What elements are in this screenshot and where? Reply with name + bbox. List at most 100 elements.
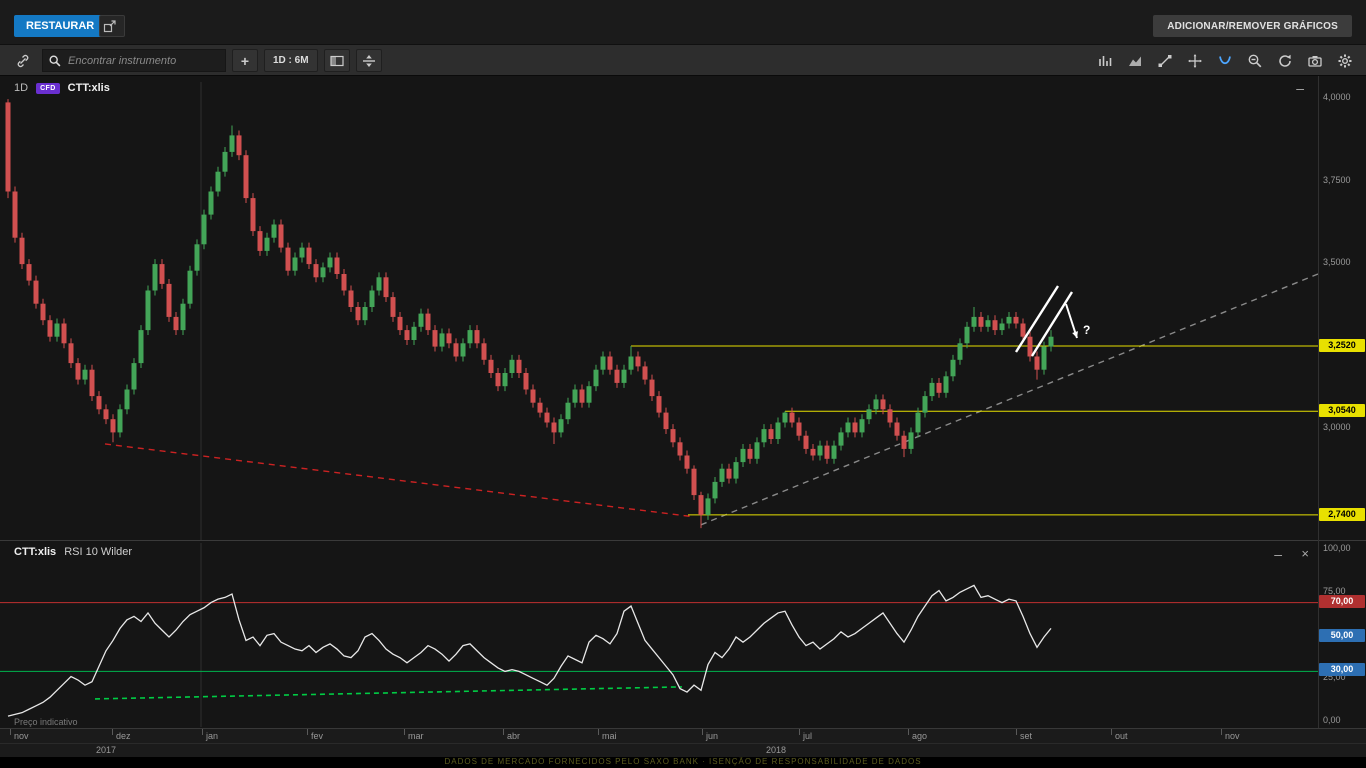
axis-price-badge: 3,0540 xyxy=(1319,404,1365,418)
title-bar: RESTAURAR ADICIONAR/REMOVER GRÁFICOS xyxy=(0,0,1366,44)
detach-button[interactable] xyxy=(99,15,125,37)
area-chart-icon xyxy=(1129,56,1141,66)
month-tick xyxy=(799,729,800,735)
camera-icon xyxy=(1308,55,1322,67)
month-tick xyxy=(202,729,203,735)
month-label: abr xyxy=(507,731,521,741)
price-chart-canvas[interactable] xyxy=(0,76,1366,540)
indicators-button[interactable] xyxy=(1092,49,1118,72)
month-label: set xyxy=(1020,731,1033,741)
descending-support-red xyxy=(104,443,693,518)
month-label: fev xyxy=(311,731,324,741)
rsi-instrument-label: CTT:xlis xyxy=(14,546,57,558)
search-icon xyxy=(49,54,61,66)
month-tick xyxy=(404,729,405,735)
minimize-chart-button[interactable]: – xyxy=(1296,80,1304,96)
instrument-search[interactable] xyxy=(42,49,226,72)
axis-price-label: 3,0000 xyxy=(1323,422,1351,433)
month-label: ago xyxy=(912,731,928,741)
chart-type-button[interactable] xyxy=(1122,49,1148,72)
axis-price-label: 75,00 xyxy=(1323,586,1346,596)
rsi-axis[interactable]: 100,00 75,00 25,00 0,00 70,00 50,00 30,00 xyxy=(1318,540,1366,728)
axis-price-label: 25,00 xyxy=(1323,672,1346,682)
month-tick xyxy=(1221,729,1222,735)
timeframe-label: 1D xyxy=(14,82,29,94)
snapshot-button[interactable] xyxy=(1302,49,1328,72)
trendline-button[interactable] xyxy=(1152,49,1178,72)
month-label: dez xyxy=(116,731,131,741)
detach-icon xyxy=(103,20,116,33)
ascending-trendline-gray xyxy=(700,273,1319,526)
period-button[interactable]: 1D : 6M xyxy=(264,49,318,72)
add-remove-charts-button[interactable]: ADICIONAR/REMOVER GRÁFICOS xyxy=(1153,15,1352,37)
question-annotation: ? xyxy=(1083,323,1091,337)
crosshair-icon xyxy=(1188,53,1202,68)
month-tick xyxy=(908,729,909,735)
annotations-button[interactable] xyxy=(1212,49,1238,72)
chart-region: 1D CFD CTT:xlis – CTT:xlis RSI 10 Wilder… xyxy=(0,76,1366,768)
refresh-icon xyxy=(1279,54,1291,67)
drawn-channel-line xyxy=(1030,291,1074,357)
month-label: nov xyxy=(1225,731,1240,741)
split-button[interactable] xyxy=(355,49,382,72)
zoom-button[interactable] xyxy=(1242,49,1268,72)
data-disclaimer: DADOS DE MERCADO FORNECIDOS PELO SAXO BA… xyxy=(0,757,1366,768)
month-label: jun xyxy=(706,731,719,741)
search-input[interactable] xyxy=(66,53,220,68)
settings-button[interactable] xyxy=(1332,49,1358,72)
bar-chart-icon xyxy=(1099,55,1112,66)
split-panes-icon xyxy=(362,54,375,67)
month-tick xyxy=(307,729,308,735)
add-instrument-button[interactable]: + xyxy=(232,49,258,72)
draw-icon xyxy=(1219,55,1231,64)
month-label: nov xyxy=(14,731,29,741)
instrument-type-badge: CFD xyxy=(36,82,60,94)
restore-button[interactable]: RESTAURAR xyxy=(14,15,107,37)
time-axis-separator xyxy=(0,743,1366,744)
price-axis[interactable]: 4,0000 3,7500 3,5000 3,0000 3,2520 3,0540 2,74… xyxy=(1318,76,1366,540)
axis-divider xyxy=(1318,76,1319,728)
month-label: jan xyxy=(206,731,219,741)
axis-price-badge: 3,2520 xyxy=(1319,338,1365,352)
month-tick xyxy=(1111,729,1112,735)
layout-icon xyxy=(329,55,344,66)
gear-icon xyxy=(1338,54,1352,67)
minimize-rsi-button[interactable]: – xyxy=(1274,546,1282,562)
rsi-divergence-line xyxy=(94,686,683,700)
month-label: mar xyxy=(408,731,424,741)
axis-price-badge: 50,00 xyxy=(1319,629,1365,642)
month-label: jul xyxy=(803,731,813,741)
axis-price-label: 3,5000 xyxy=(1323,257,1351,268)
crosshair-button[interactable] xyxy=(1182,49,1208,72)
candlestick-series xyxy=(5,99,1054,529)
axis-price-badge: 2,7400 xyxy=(1319,507,1365,521)
axis-price-label: 100,00 xyxy=(1323,543,1351,553)
year-label: 2018 xyxy=(766,745,787,755)
chart-legend: 1D CFD CTT:xlis xyxy=(14,82,110,94)
toolbar-left-group: + 1D : 6M xyxy=(10,49,382,72)
axis-price-label: 0,00 xyxy=(1323,715,1341,725)
axis-price-label: 3,7500 xyxy=(1323,174,1351,185)
rsi-indicator-label: RSI 10 Wilder xyxy=(64,546,133,558)
close-rsi-button[interactable]: × xyxy=(1301,546,1309,561)
year-label: 2017 xyxy=(96,745,117,755)
month-tick xyxy=(702,729,703,735)
month-label: mai xyxy=(602,731,617,741)
axis-price-badge: 30,00 xyxy=(1319,663,1365,677)
drawn-arrow-head xyxy=(1072,331,1078,338)
link-button[interactable] xyxy=(10,49,36,72)
refresh-button[interactable] xyxy=(1272,49,1298,72)
zoom-out-icon xyxy=(1248,54,1262,67)
axis-price-badge: 70,00 xyxy=(1319,594,1365,608)
toolbar-right-group xyxy=(1092,49,1358,72)
instrument-label: CTT:xlis xyxy=(67,82,110,94)
rsi-line xyxy=(7,584,1052,717)
layout-button[interactable] xyxy=(323,49,350,72)
month-tick xyxy=(10,729,11,735)
time-axis[interactable]: nov dez jan fev mar abr mai jun jul ago set out nov 2… xyxy=(0,728,1366,757)
trendline-icon xyxy=(1158,54,1172,67)
rsi-legend: CTT:xlis RSI 10 Wilder xyxy=(14,546,132,558)
axis-price-label: 4,0000 xyxy=(1323,92,1351,103)
rsi-chart-canvas[interactable] xyxy=(0,540,1366,728)
